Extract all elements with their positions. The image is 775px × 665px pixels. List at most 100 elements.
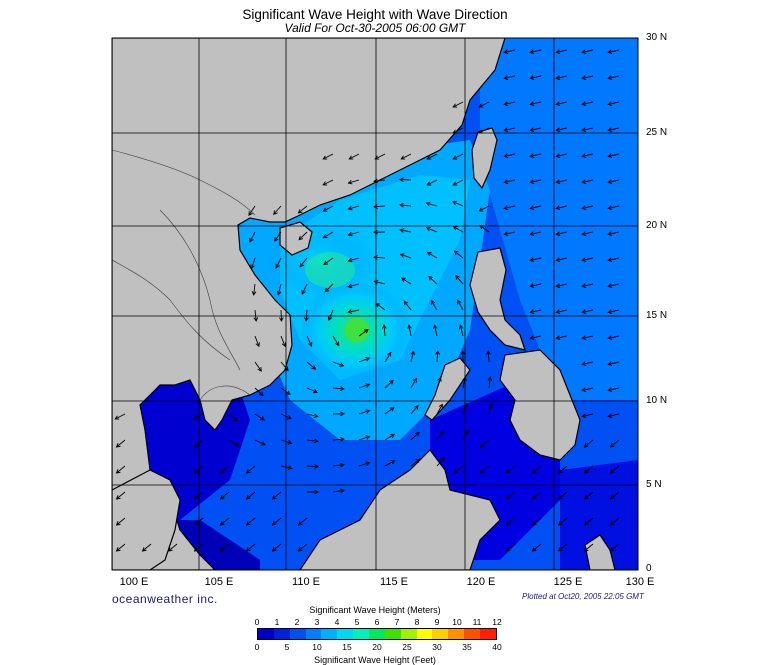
wave-arrow-head [435,350,440,355]
wave-direction-arrows [114,49,620,552]
wave-arrow [504,49,516,53]
wave-arrow [274,231,282,242]
wave-arrow-head [529,179,535,184]
wave-arrow-head [478,207,484,212]
wave-arrow-head [193,521,199,526]
colorbar-swatch [289,629,306,639]
wave-arrow-head [287,465,293,470]
wave-arrow [453,226,464,233]
wave-arrow [478,205,490,212]
wave-arrow [272,517,282,526]
wave-arrow [582,387,594,391]
wave-arrow [332,464,344,467]
wave-arrow [610,517,620,526]
wave-arrow [194,491,204,500]
wave-arrow-head [257,367,262,372]
wave-arrow [436,377,441,389]
wave-arrow [452,201,464,207]
wave-arrow [298,205,308,214]
wave-arrow-head [607,413,613,418]
wave-arrow [584,465,594,474]
wave-arrow-head [581,361,587,366]
wave-arrow [556,335,568,339]
wave-arrow [608,257,620,261]
wave-arrow-head [219,469,225,474]
wave-arrow [332,438,344,441]
wave-arrow-head [607,387,613,392]
wave-arrow [608,179,620,183]
wave-arrow [532,465,542,474]
feet-tick-label: 25 [402,642,412,652]
wave-arrow-head [607,257,613,262]
wave-arrow-head [531,521,537,526]
wave-arrow-head [399,177,404,182]
wave-arrow-head [249,237,254,243]
wave-arrow-head [607,231,613,236]
wave-arrow-head [390,460,396,465]
wave-arrow [328,309,334,321]
wave-arrow-head [503,179,509,184]
wave-arrow-head [115,547,121,552]
meter-tick-label: 3 [314,617,320,627]
wave-arrow [399,179,412,181]
colorbar-swatch [337,629,354,639]
wave-arrow [504,231,516,235]
lat-label-15: 15 N [646,310,668,321]
wave-arrow [249,231,256,243]
wave-arrow-head [248,211,253,216]
wave-arrow-head [399,228,405,233]
wave-arrow [457,300,464,311]
wave-arrow [114,413,126,420]
wave-arrow [275,257,282,269]
wave-arrow-head [314,489,319,495]
wave-arrow-head [313,413,319,419]
wave-arrow-head [365,461,371,466]
wave-arrow-head [503,127,509,132]
wave-arrow-head [335,341,340,347]
wave-arrow-head [458,324,464,330]
wave-arrow [426,227,438,233]
wave-arrow-head [273,210,278,215]
wave-arrow [608,335,620,339]
wave-arrow [400,253,412,259]
lon-label-115: 115 E [380,576,408,588]
wave-arrow [452,127,464,134]
plotted-timestamp: Plotted at Oct20, 2005 22:05 GMT [522,592,644,601]
wave-arrow [608,283,620,287]
wave-arrow-head [373,255,378,260]
wave-arrow [558,465,568,474]
wave-arrow [452,153,464,160]
wave-arrow-head [557,547,563,552]
wave-arrow [504,127,516,131]
lon-label-100: 100 E [119,576,149,588]
wave-arrow [582,309,594,313]
wave-arrow-head [313,388,318,394]
wave-arrow-head [607,205,613,210]
wave-arrow-head [455,274,460,280]
wave-arrow [384,352,392,363]
wave-arrow-head [193,495,199,500]
wave-arrow-head [438,403,443,409]
wave-arrow-head [323,260,329,265]
wave-arrow-head [555,127,561,132]
wave-arrow [374,179,386,182]
meter-tick-label: 7 [394,617,400,627]
wave-arrow-head [439,430,445,436]
wave-arrow-head [453,250,459,255]
wave-arrow [582,205,594,209]
wave-arrow-head [557,469,563,474]
wave-arrow [504,75,516,79]
wave-arrow-head [299,262,305,268]
legend-title-meters: Significant Wave Height (Meters) [309,605,441,615]
wave-arrow-head [581,231,587,236]
wave-arrow-head [609,521,615,526]
wave-arrow [556,283,568,287]
lon-label-110: 110 E [292,576,320,588]
legend-colorbar [257,628,497,640]
wave-arrow-head [529,335,535,340]
wave-arrow [410,351,414,363]
wave-arrow [400,153,412,160]
wave-arrow [532,491,542,500]
wave-arrow [506,465,516,474]
map-title: Significant Wave Height with Wave Direct… [242,7,508,22]
